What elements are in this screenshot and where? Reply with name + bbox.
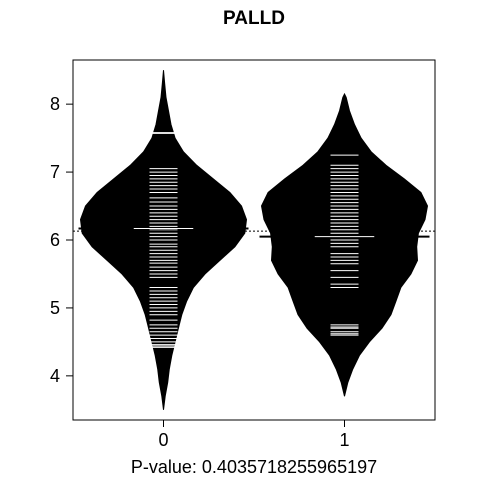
y-tick-label: 8 — [50, 94, 60, 114]
chart-title: PALLD — [223, 8, 285, 29]
y-tick-label: 6 — [50, 230, 60, 250]
bean-shape — [260, 92, 429, 397]
y-tick-label: 5 — [50, 298, 60, 318]
y-tick-label: 4 — [50, 366, 60, 386]
y-axis: 4 5 6 7 8 — [50, 94, 74, 386]
x-axis-label: P-value: 0.4035718255965197 — [131, 457, 377, 477]
beans-layer — [78, 70, 430, 410]
x-tick-label: 1 — [339, 430, 349, 450]
x-tick-label: 0 — [158, 430, 168, 450]
y-tick-label: 7 — [50, 162, 60, 182]
